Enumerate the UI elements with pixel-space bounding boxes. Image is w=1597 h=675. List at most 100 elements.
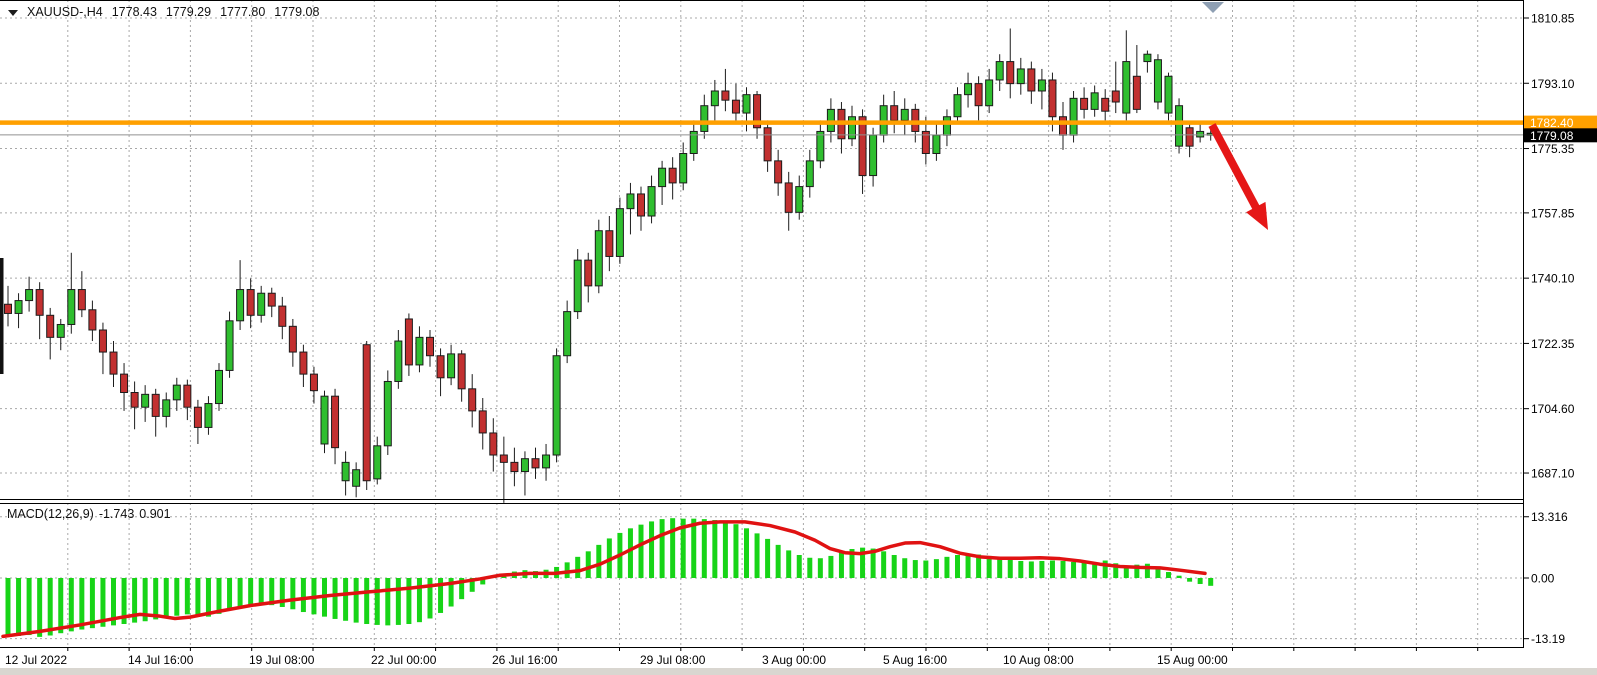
- macd-histogram-bar: [406, 578, 412, 624]
- macd-histogram-bar: [838, 552, 844, 578]
- candle-bull: [964, 83, 973, 96]
- candle-bull: [25, 289, 34, 302]
- symbol-dropdown-icon[interactable]: [7, 8, 20, 17]
- time-axis-label: 12 Jul 2022: [5, 653, 67, 667]
- candle-bull: [848, 116, 856, 140]
- candle-bull: [320, 395, 329, 445]
- macd-signal-line: [1, 520, 1207, 639]
- time-axis-label: 5 Aug 16:00: [883, 653, 947, 667]
- macd-histogram-bar: [216, 578, 222, 614]
- macd-name: MACD(12,26,9): [7, 507, 94, 521]
- macd-histogram-bar: [1123, 565, 1129, 578]
- macd-histogram-bar: [786, 550, 792, 578]
- candle-bear: [890, 105, 899, 121]
- macd-histogram-bar: [385, 578, 391, 626]
- macd-histogram-bar: [817, 558, 823, 578]
- macd-histogram-bar: [438, 578, 444, 613]
- candle-bull: [204, 403, 213, 428]
- candle-bear: [468, 388, 477, 412]
- macd-histogram-bar: [1028, 561, 1034, 578]
- time-axis-label: 29 Jul 08:00: [640, 653, 706, 667]
- candle-bear: [309, 373, 318, 392]
- macd-histogram-bar: [849, 549, 855, 578]
- macd-histogram-bar: [1007, 559, 1013, 578]
- trend-arrow-shaft[interactable]: [1208, 123, 1263, 215]
- candle-bear: [278, 305, 287, 327]
- price-tick-label: 1793.10: [1531, 77, 1575, 91]
- macd-histogram-bar: [1176, 575, 1182, 578]
- trend-arrow-head[interactable]: [1246, 201, 1268, 230]
- candle-bull: [689, 130, 698, 154]
- candle-bull: [900, 108, 909, 121]
- macd-histogram-bar: [205, 578, 211, 617]
- macd-histogram-bar: [1187, 578, 1193, 582]
- candle-bull: [341, 461, 350, 482]
- candle-bear: [605, 230, 614, 257]
- candle-bull: [700, 105, 709, 132]
- macd-histogram-bar: [237, 578, 243, 607]
- candle-bull: [573, 259, 582, 313]
- candle-bear: [478, 410, 487, 434]
- macd-histogram-bar: [1049, 560, 1055, 578]
- macd-histogram-bar: [332, 578, 338, 619]
- macd-histogram-bar: [480, 578, 486, 585]
- candle-bull: [710, 90, 719, 107]
- candle-bear: [4, 303, 12, 314]
- quote-low: 1777.80: [220, 5, 266, 19]
- candle-bull: [394, 340, 403, 382]
- macd-histogram-bar: [1155, 567, 1161, 578]
- candle-bull: [236, 289, 245, 322]
- macd-histogram-bar: [163, 578, 169, 618]
- time-axis-label: 15 Aug 00:00: [1157, 653, 1228, 667]
- candle-bull: [816, 130, 825, 162]
- quote-high: 1779.29: [165, 5, 212, 19]
- macd-histogram-bar: [1092, 562, 1098, 578]
- macd-histogram-bar: [575, 556, 581, 578]
- candle-bear: [120, 373, 129, 394]
- chart-shift-marker[interactable]: [1202, 2, 1224, 13]
- time-axis-label: 19 Jul 08:00: [249, 653, 315, 667]
- macd-histogram-bar: [965, 554, 971, 578]
- candle-bull: [742, 94, 751, 114]
- macd-tick-label: 13.316: [1531, 510, 1568, 524]
- macd-histogram-bar: [290, 578, 296, 610]
- macd-histogram-bar: [881, 551, 887, 578]
- candle-bear: [921, 130, 930, 154]
- candle-bull: [552, 355, 561, 456]
- candle-bull: [1153, 59, 1162, 103]
- candle-bull: [520, 458, 529, 473]
- candle-bull: [647, 186, 656, 217]
- macd-histogram-bar: [765, 538, 771, 578]
- macd-histogram-bar: [1113, 563, 1119, 578]
- time-axis-label: 14 Jul 16:00: [128, 653, 194, 667]
- macd-histogram-bar: [1197, 578, 1203, 584]
- candle-bear: [1132, 75, 1141, 110]
- macd-histogram-bar: [111, 578, 116, 626]
- macd-histogram-bar: [416, 578, 422, 623]
- macd-histogram-bar: [997, 557, 1003, 578]
- candle-bear: [531, 458, 540, 469]
- macd-histogram-bar: [828, 555, 834, 578]
- macd-histogram-bar: [132, 578, 138, 623]
- macd-histogram-bar: [1166, 572, 1171, 578]
- macd-histogram-bar: [649, 521, 655, 578]
- candle-bull: [1175, 105, 1184, 147]
- candle-bull: [542, 454, 551, 469]
- price-tick-label: 1722.35: [1531, 337, 1575, 351]
- quote-close: 1779.08: [274, 5, 320, 19]
- macd-indicator-label: MACD(12,26,9) -1.743 0.901: [7, 507, 171, 521]
- macd-histogram-bar: [47, 578, 53, 636]
- candle-bull: [1143, 53, 1152, 63]
- price-tick-label: 1704.60: [1531, 402, 1575, 416]
- candle-bull: [67, 289, 76, 325]
- candle-bear: [721, 90, 730, 101]
- candle-bear: [784, 182, 793, 213]
- macd-histogram-bar: [923, 560, 929, 578]
- price-tick-label: 1775.35: [1531, 142, 1575, 156]
- macd-histogram-bar: [364, 578, 370, 624]
- macd-histogram-bar: [469, 578, 475, 592]
- macd-histogram-bar: [343, 578, 349, 621]
- candle-bull: [1164, 75, 1173, 114]
- time-axis-label: 3 Aug 00:00: [762, 653, 826, 667]
